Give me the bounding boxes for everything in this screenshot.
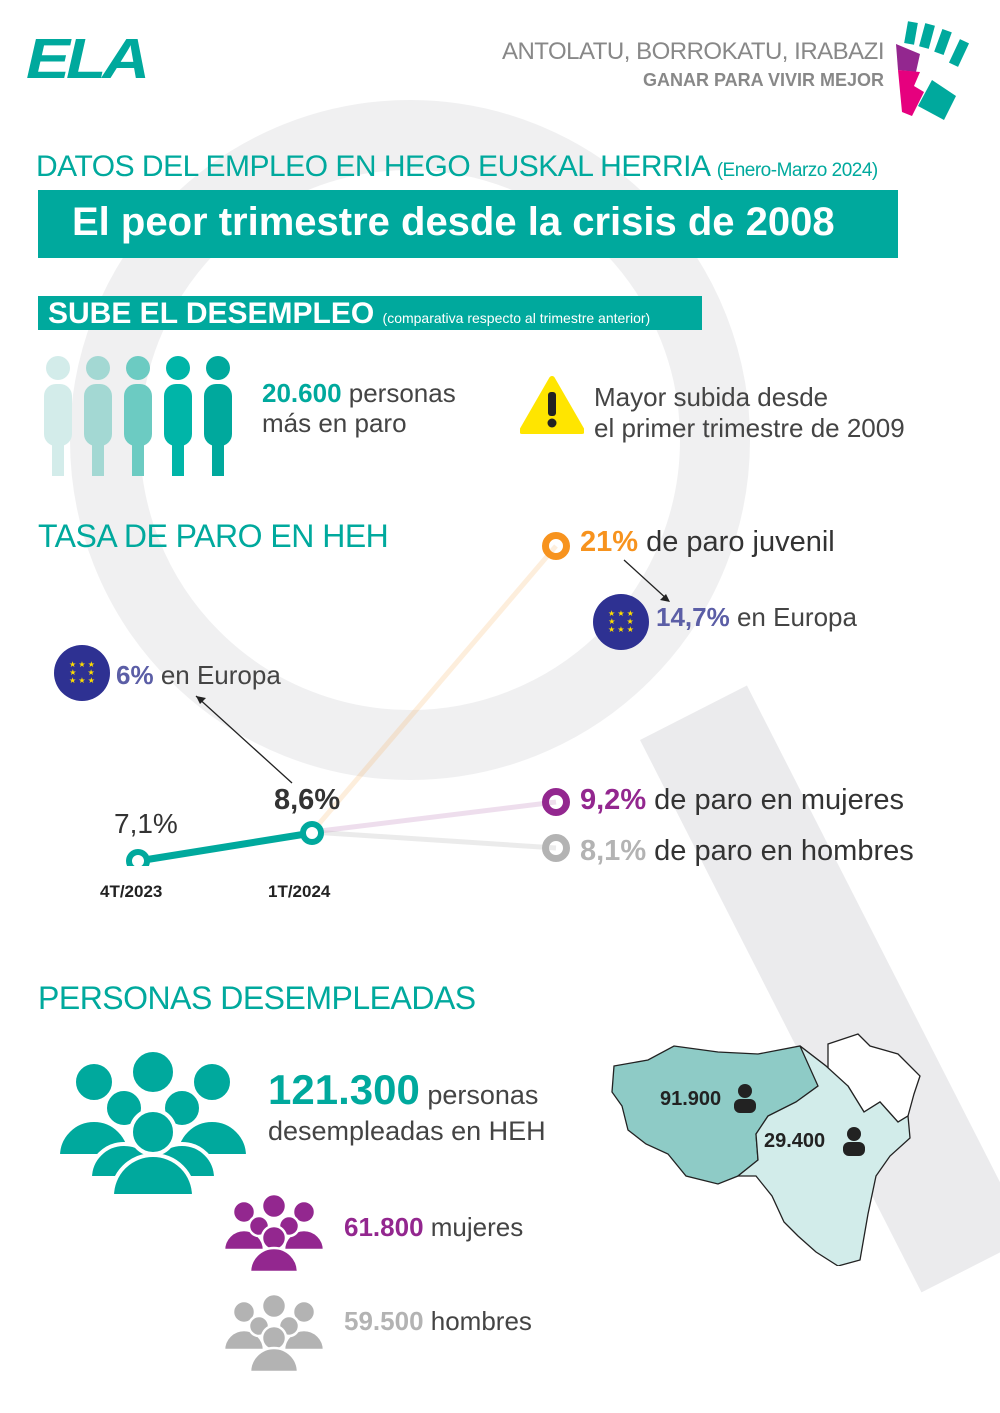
map-navarra — [736, 1045, 911, 1266]
main-title: El peor trimestre desde la crisis de 200… — [38, 190, 898, 258]
eu-flag-icon: ★ ★ ★ ★ ★ ★ ★ ★ — [54, 645, 110, 701]
subtitle: DATOS DEL EMPLEO EN HEGO EUSKAL HERRIA (… — [36, 150, 879, 183]
women-unemployed: 61.800 mujeres — [344, 1212, 524, 1242]
rate-line — [137, 829, 313, 865]
men-crowd-icon — [222, 1292, 326, 1372]
point-4t2023 — [126, 849, 150, 866]
crowd-icon — [55, 1048, 251, 1196]
warning-text: Mayor subida desde el primer trimestre de… — [594, 382, 905, 443]
rate-line-chart — [126, 821, 324, 866]
cur-rate-value: 8,6% — [274, 784, 341, 816]
map-cae-value: 91.900 — [660, 1088, 722, 1110]
map-navarra-value: 29.400 — [764, 1130, 826, 1152]
men-ring-icon — [542, 834, 570, 862]
rate-section-title: TASA DE PARO EN HEH — [38, 518, 389, 554]
youth-ring-icon — [542, 532, 570, 560]
people-rising-icon — [44, 356, 232, 476]
warning-icon — [520, 376, 584, 434]
slogan-basque: ANTOLATU, BORROKATU, IRABAZI — [501, 38, 885, 65]
unemployed-section-title: PERSONAS DESEMPLEADAS — [38, 980, 476, 1016]
prev-rate-label: 4T/2023 — [100, 882, 163, 901]
total-unemployed: 121.300 personas desempleadas en HEH — [268, 1066, 546, 1147]
men-unemployed: 59.500 hombres — [344, 1306, 532, 1336]
person-icon — [843, 1127, 865, 1156]
rise-stat: 20.600 personas más en paro — [262, 378, 456, 438]
slogan-spanish: GANAR PARA VIVIR MEJOR — [642, 70, 884, 90]
youth-eu-rate: 14,7% en Europa — [656, 602, 857, 632]
men-rate: 8,1% de paro en hombres — [580, 835, 914, 867]
basque-country-map — [611, 1033, 921, 1266]
prev-rate-value: 7,1% — [114, 808, 178, 839]
women-ring-icon — [542, 788, 570, 816]
eu-flag-icon: ★ ★ ★ ★ ★ ★ ★ ★ — [593, 594, 649, 650]
ela-logo: ELA — [26, 26, 150, 90]
rate-connectors — [195, 544, 670, 851]
point-1t2024 — [300, 821, 324, 845]
women-rate: 9,2% de paro en mujeres — [580, 784, 905, 816]
youth-rate: 21% de paro juvenil — [580, 526, 835, 558]
section-unemployment-rise: SUBE EL DESEMPLEO (comparativa respecto … — [38, 296, 702, 330]
eu-rate: 6% en Europa — [116, 660, 281, 690]
fist-icon — [896, 21, 970, 120]
person-icon — [734, 1084, 756, 1113]
cur-rate-label: 1T/2024 — [268, 882, 331, 901]
period: (Enero-Marzo 2024) — [716, 160, 879, 181]
women-crowd-icon — [222, 1192, 326, 1272]
